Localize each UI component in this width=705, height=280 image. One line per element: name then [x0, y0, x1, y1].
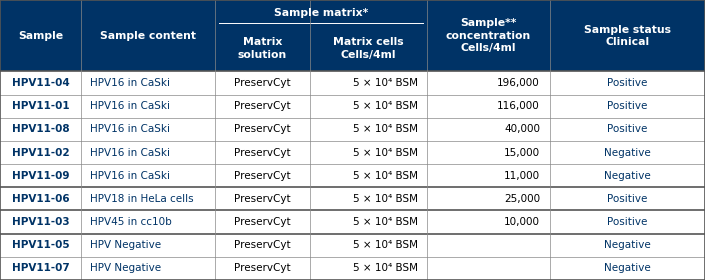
Bar: [0, 164, 705, 187]
Text: Negative: Negative: [604, 240, 651, 250]
Text: HPV11-02: HPV11-02: [12, 148, 69, 158]
Text: Negative: Negative: [604, 148, 651, 158]
Text: Matrix cells
Cells/4ml: Matrix cells Cells/4ml: [333, 37, 404, 60]
Text: Sample: Sample: [18, 31, 63, 41]
Text: 196,000: 196,000: [497, 78, 540, 88]
Text: Negative: Negative: [604, 263, 651, 273]
Text: HPV16 in CaSki: HPV16 in CaSki: [90, 78, 169, 88]
Text: 25,000: 25,000: [504, 194, 540, 204]
Text: PreservCyt: PreservCyt: [234, 78, 291, 88]
Text: 5 × 10⁴ BSM: 5 × 10⁴ BSM: [353, 148, 418, 158]
Text: 15,000: 15,000: [504, 148, 540, 158]
Text: Sample**
concentration
Cells/4ml: Sample** concentration Cells/4ml: [446, 18, 531, 53]
Text: HPV11-05: HPV11-05: [12, 240, 69, 250]
Text: HPV45 in cc10b: HPV45 in cc10b: [90, 217, 171, 227]
Text: Matrix
solution: Matrix solution: [238, 37, 287, 60]
Text: 10,000: 10,000: [504, 217, 540, 227]
Text: HPV11-09: HPV11-09: [12, 171, 69, 181]
Text: 116,000: 116,000: [497, 101, 540, 111]
Bar: [0, 211, 705, 234]
Text: Positive: Positive: [607, 101, 648, 111]
Text: 5 × 10⁴ BSM: 5 × 10⁴ BSM: [353, 78, 418, 88]
Text: 40,000: 40,000: [504, 124, 540, 134]
Text: PreservCyt: PreservCyt: [234, 101, 291, 111]
Bar: [0, 141, 705, 164]
Text: HPV11-04: HPV11-04: [12, 78, 69, 88]
Text: 5 × 10⁴ BSM: 5 × 10⁴ BSM: [353, 217, 418, 227]
Text: PreservCyt: PreservCyt: [234, 148, 291, 158]
Text: HPV11-06: HPV11-06: [12, 194, 69, 204]
Bar: [0, 0, 705, 71]
Text: HPV11-08: HPV11-08: [12, 124, 69, 134]
Text: 11,000: 11,000: [504, 171, 540, 181]
Text: 5 × 10⁴ BSM: 5 × 10⁴ BSM: [353, 124, 418, 134]
Bar: [0, 187, 705, 211]
Text: 5 × 10⁴ BSM: 5 × 10⁴ BSM: [353, 171, 418, 181]
Text: Positive: Positive: [607, 124, 648, 134]
Text: 5 × 10⁴ BSM: 5 × 10⁴ BSM: [353, 101, 418, 111]
Text: HPV16 in CaSki: HPV16 in CaSki: [90, 101, 169, 111]
Bar: [0, 234, 705, 257]
Text: HPV11-07: HPV11-07: [12, 263, 69, 273]
Text: PreservCyt: PreservCyt: [234, 263, 291, 273]
Text: Positive: Positive: [607, 217, 648, 227]
Text: PreservCyt: PreservCyt: [234, 194, 291, 204]
Text: Negative: Negative: [604, 171, 651, 181]
Text: HPV11-01: HPV11-01: [12, 101, 69, 111]
Text: HPV16 in CaSki: HPV16 in CaSki: [90, 124, 169, 134]
Text: HPV16 in CaSki: HPV16 in CaSki: [90, 148, 169, 158]
Bar: [0, 257, 705, 280]
Bar: [0, 95, 705, 118]
Text: 5 × 10⁴ BSM: 5 × 10⁴ BSM: [353, 263, 418, 273]
Text: Positive: Positive: [607, 78, 648, 88]
Bar: [0, 118, 705, 141]
Text: HPV Negative: HPV Negative: [90, 263, 161, 273]
Text: Sample status
Clinical: Sample status Clinical: [584, 25, 671, 47]
Text: 5 × 10⁴ BSM: 5 × 10⁴ BSM: [353, 240, 418, 250]
Bar: [0, 71, 705, 95]
Text: PreservCyt: PreservCyt: [234, 217, 291, 227]
Text: Sample content: Sample content: [100, 31, 196, 41]
Text: HPV Negative: HPV Negative: [90, 240, 161, 250]
Text: HPV16 in CaSki: HPV16 in CaSki: [90, 171, 169, 181]
Text: 5 × 10⁴ BSM: 5 × 10⁴ BSM: [353, 194, 418, 204]
Text: Positive: Positive: [607, 194, 648, 204]
Text: PreservCyt: PreservCyt: [234, 124, 291, 134]
Text: HPV11-03: HPV11-03: [12, 217, 69, 227]
Text: PreservCyt: PreservCyt: [234, 240, 291, 250]
Text: PreservCyt: PreservCyt: [234, 171, 291, 181]
Text: Sample matrix*: Sample matrix*: [274, 8, 368, 18]
Text: HPV18 in HeLa cells: HPV18 in HeLa cells: [90, 194, 193, 204]
